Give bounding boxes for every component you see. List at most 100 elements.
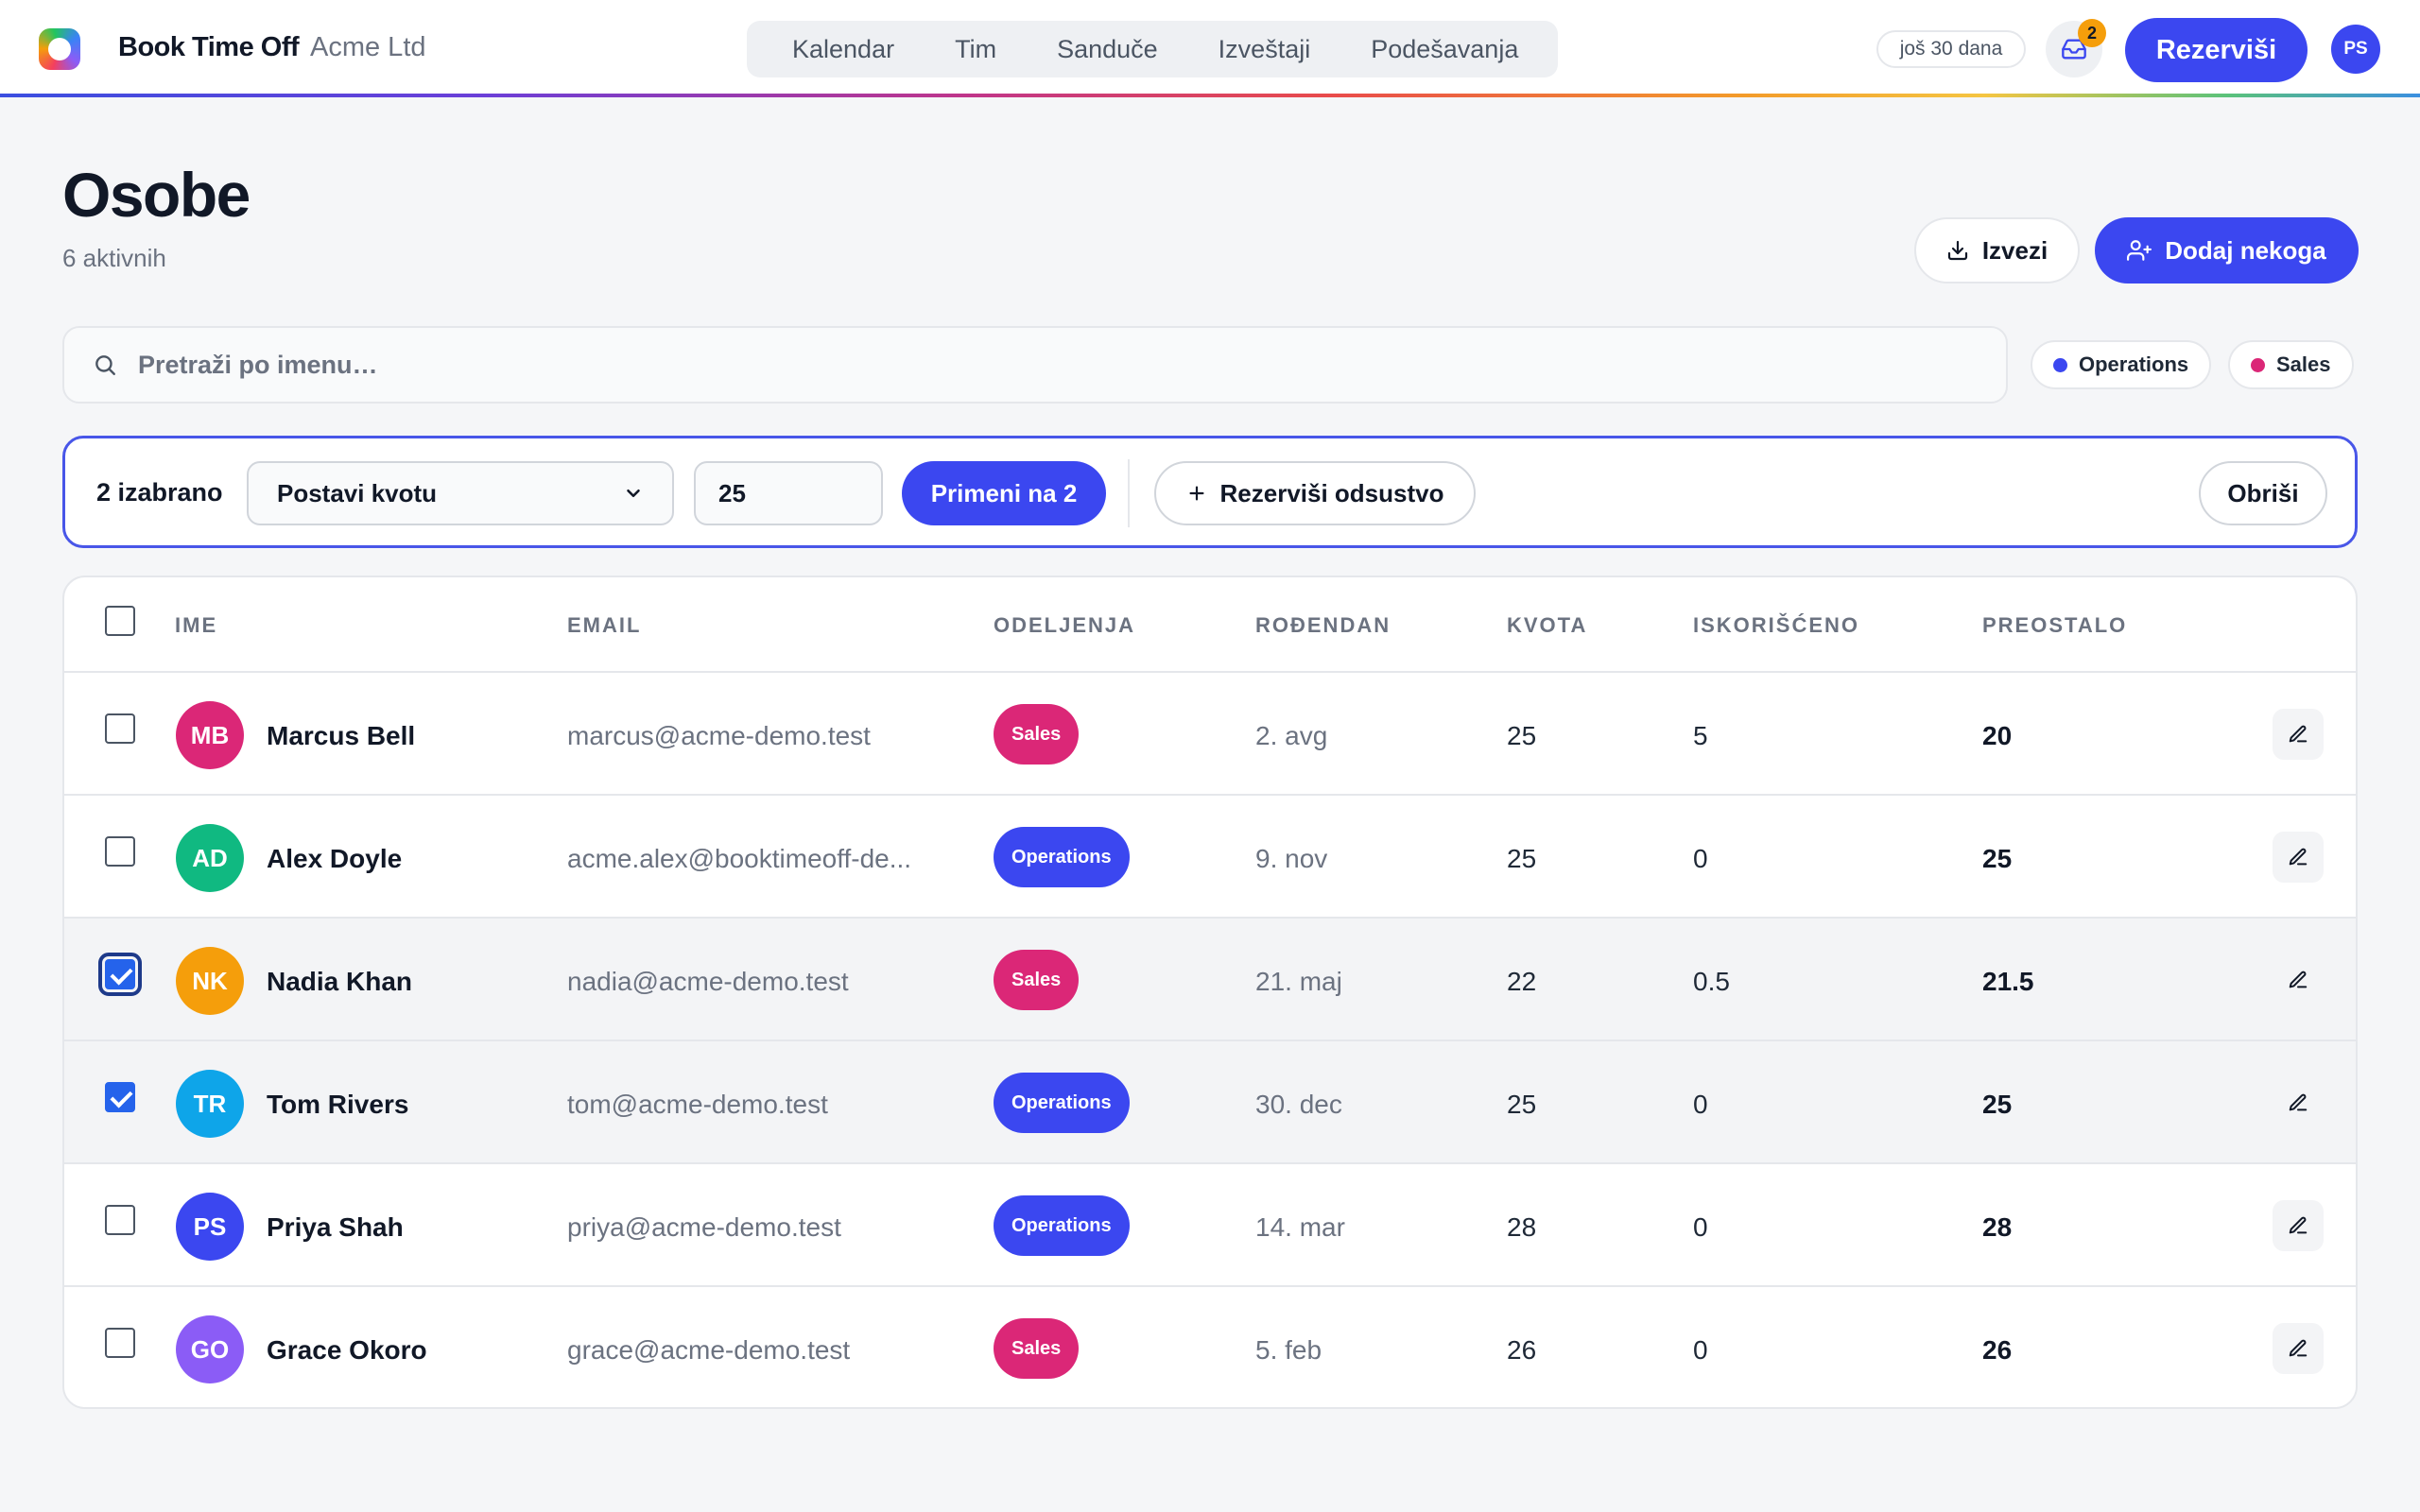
- gradient-divider: [0, 94, 2420, 97]
- col-departments[interactable]: ODELJENJA: [994, 613, 1136, 637]
- pencil-icon: [2289, 1216, 2308, 1234]
- used-value: 0: [1693, 1090, 1708, 1119]
- select-all-checkbox[interactable]: [105, 606, 135, 636]
- quota-value-input[interactable]: 25: [694, 461, 883, 525]
- book-button[interactable]: Rezerviši: [2125, 18, 2308, 82]
- table-row[interactable]: NK Nadia Khan nadia@acme-demo.test Sales 21.…: [64, 919, 2356, 1041]
- table-row[interactable]: GO Grace Okoro grace@acme-demo.test Sales 5.…: [64, 1287, 2356, 1407]
- export-label: Izvezi: [1981, 235, 2048, 265]
- active-count: 6 aktivnih: [62, 244, 166, 272]
- person-name[interactable]: Alex Doyle: [267, 844, 403, 873]
- search-icon: [95, 355, 115, 375]
- avatar: PS: [176, 1193, 244, 1261]
- pencil-icon: [2289, 848, 2308, 866]
- quota-value: 25: [1507, 844, 1537, 873]
- pencil-icon: [2289, 1093, 2308, 1111]
- edit-button[interactable]: [2273, 1323, 2324, 1374]
- company-name: Acme Ltd: [310, 32, 426, 62]
- col-remaining[interactable]: PREOSTALO: [1982, 613, 2128, 637]
- edit-button[interactable]: [2273, 1077, 2324, 1128]
- row-checkbox[interactable]: [105, 836, 135, 867]
- nav-tim[interactable]: Tim: [955, 35, 997, 63]
- table-row[interactable]: MB Marcus Bell marcus@acme-demo.test Sales 2…: [64, 673, 2356, 796]
- export-button[interactable]: Izvezi: [1914, 217, 2080, 284]
- used-value: 0.5: [1693, 967, 1730, 996]
- used-value: 5: [1693, 721, 1708, 750]
- main-nav: Kalendar Tim Sanduče Izveštaji Podešavan…: [747, 21, 1558, 77]
- clear-selection-button[interactable]: Obriši: [2199, 461, 2327, 525]
- birthday: 14. mar: [1255, 1212, 1345, 1242]
- birthday: 2. avg: [1255, 721, 1328, 750]
- bulk-divider: [1128, 459, 1130, 527]
- quota-value: 25: [1507, 721, 1537, 750]
- sales-dot-icon: [2251, 357, 2265, 372]
- table-row[interactable]: AD Alex Doyle acme.alex@booktimeoff-de... O…: [64, 796, 2356, 919]
- col-used[interactable]: ISKORIŠĆENO: [1693, 613, 1860, 637]
- row-checkbox[interactable]: [105, 1205, 135, 1235]
- nav-izvestaji[interactable]: Izveštaji: [1218, 35, 1311, 63]
- person-name[interactable]: Priya Shah: [267, 1212, 404, 1242]
- department-badge: Sales: [994, 704, 1080, 765]
- remaining-value: 21.5: [1982, 967, 2034, 996]
- apply-button[interactable]: Primeni na 2: [902, 461, 1106, 525]
- avatar: GO: [176, 1315, 244, 1383]
- book-absence-label: Rezerviši odsustvo: [1219, 478, 1444, 507]
- row-checkbox[interactable]: [105, 1082, 135, 1112]
- quota-value: 25: [1507, 1090, 1537, 1119]
- bulk-action-bar: 2 izabrano Postavi kvotu 25 Primeni na 2…: [62, 436, 2358, 548]
- person-name[interactable]: Nadia Khan: [267, 967, 413, 996]
- used-value: 0: [1693, 844, 1708, 873]
- filter-sales[interactable]: Sales: [2228, 340, 2354, 389]
- bulk-action-select[interactable]: Postavi kvotu: [247, 461, 674, 525]
- nav-sanduce[interactable]: Sanduče: [1057, 35, 1158, 63]
- person-email: priya@acme-demo.test: [567, 1212, 841, 1242]
- table-row[interactable]: TR Tom Rivers tom@acme-demo.test Operations…: [64, 1041, 2356, 1164]
- quota-value: 22: [1507, 967, 1537, 996]
- col-birthday[interactable]: ROĐENDAN: [1255, 613, 1392, 637]
- col-quota[interactable]: KVOTA: [1507, 613, 1588, 637]
- edit-button[interactable]: [2273, 709, 2324, 760]
- filter-operations[interactable]: Operations: [2031, 340, 2212, 389]
- quota-value: 28: [1507, 1212, 1537, 1242]
- add-person-label: Dodaj nekoga: [2165, 235, 2326, 265]
- brand-name[interactable]: Book Time Off: [118, 32, 300, 62]
- col-name[interactable]: IME: [175, 613, 218, 637]
- filter-sales-label: Sales: [2276, 352, 2331, 376]
- birthday: 5. feb: [1255, 1335, 1322, 1365]
- birthday: 30. dec: [1255, 1090, 1342, 1119]
- person-name[interactable]: Grace Okoro: [267, 1335, 427, 1365]
- person-name[interactable]: Tom Rivers: [267, 1090, 409, 1119]
- edit-button[interactable]: [2273, 1200, 2324, 1251]
- row-checkbox[interactable]: [98, 953, 142, 996]
- user-avatar[interactable]: PS: [2331, 25, 2380, 74]
- person-email: grace@acme-demo.test: [567, 1335, 851, 1365]
- remaining-value: 25: [1982, 844, 2013, 873]
- inbox-icon: [2062, 39, 2086, 60]
- edit-button[interactable]: [2273, 954, 2324, 1005]
- trial-badge[interactable]: još 30 dana: [1876, 30, 2026, 68]
- search-input[interactable]: [138, 350, 1840, 380]
- nav-kalendar[interactable]: Kalendar: [792, 35, 895, 63]
- remaining-value: 25: [1982, 1090, 2013, 1119]
- row-checkbox[interactable]: [105, 713, 135, 744]
- add-person-button[interactable]: Dodaj nekoga: [2095, 217, 2359, 284]
- book-absence-button[interactable]: Rezerviši odsustvo: [1154, 461, 1476, 525]
- selected-count: 2 izabrano: [96, 478, 223, 507]
- bulk-action-value: Postavi kvotu: [277, 478, 438, 507]
- page-title: Osobe: [62, 160, 251, 230]
- people-table: IME EMAIL ODELJENJA ROĐENDAN KVOTA ISKOR…: [62, 576, 2358, 1409]
- row-checkbox[interactable]: [105, 1328, 135, 1358]
- department-badge: Operations: [994, 827, 1130, 887]
- app-logo[interactable]: [39, 28, 80, 70]
- nav-podesavanja[interactable]: Podešavanja: [1371, 35, 1519, 63]
- table-header: IME EMAIL ODELJENJA ROĐENDAN KVOTA ISKOR…: [64, 577, 2356, 673]
- table-row[interactable]: PS Priya Shah priya@acme-demo.test Operatio…: [64, 1164, 2356, 1287]
- edit-button[interactable]: [2273, 832, 2324, 883]
- remaining-value: 26: [1982, 1335, 2013, 1365]
- person-name[interactable]: Marcus Bell: [267, 721, 416, 750]
- operations-dot-icon: [2053, 357, 2067, 372]
- quota-value: 26: [1507, 1335, 1537, 1365]
- department-badge: Sales: [994, 1318, 1080, 1379]
- col-email[interactable]: EMAIL: [567, 613, 642, 637]
- used-value: 0: [1693, 1335, 1708, 1365]
